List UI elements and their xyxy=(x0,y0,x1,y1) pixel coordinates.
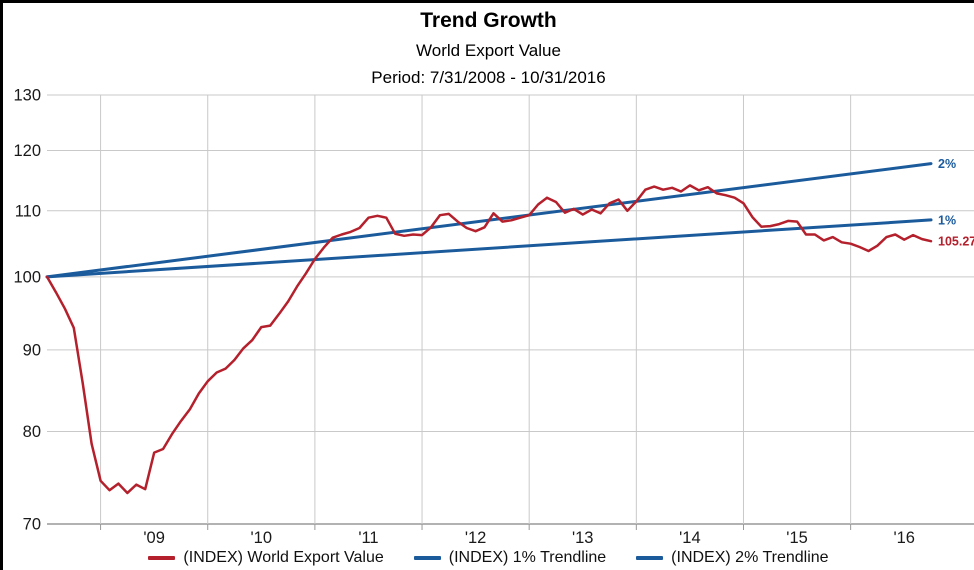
chart-title: Trend Growth xyxy=(420,9,557,32)
blue-line-swatch-icon xyxy=(636,556,664,560)
chart-period-label: Period: 7/31/2008 - 10/31/2016 xyxy=(371,68,606,87)
x-tick-label: '15 xyxy=(786,529,808,547)
world-export-value-line xyxy=(45,184,933,495)
y-tick-label: 120 xyxy=(13,142,41,160)
blue-line-swatch-icon xyxy=(413,556,441,560)
x-tick-label: '11 xyxy=(358,529,378,547)
trendline-end-label: 2% xyxy=(938,157,956,171)
x-tick-label: '13 xyxy=(572,529,594,547)
legend: (INDEX) World Export Value (INDEX) 1% Tr… xyxy=(3,549,974,567)
y-tick-label: 130 xyxy=(13,87,41,105)
chart-subtitle: World Export Value xyxy=(416,41,561,60)
legend-label: (INDEX) World Export Value xyxy=(183,549,384,566)
trendline-end-label: 1% xyxy=(938,213,956,227)
legend-item-2pct-trendline: (INDEX) 2% Trendline xyxy=(636,549,829,567)
chart-header: Trend Growth World Export Value Period: … xyxy=(3,3,974,88)
legend-item-world-export-value: (INDEX) World Export Value xyxy=(148,549,384,567)
red-line-swatch-icon xyxy=(148,556,176,560)
trendline-1pct xyxy=(45,218,933,279)
legend-label: (INDEX) 1% Trendline xyxy=(448,549,607,566)
legend-item-1pct-trendline: (INDEX) 1% Trendline xyxy=(413,549,607,567)
x-tick-label: '14 xyxy=(679,529,701,547)
series-end-value-label: 105.27 xyxy=(938,235,974,249)
y-tick-label: 110 xyxy=(15,202,41,220)
plot-area: 70 80 90 100 110 120 130 '09 '10 '11 '12 '13 '14 '15 '… xyxy=(13,87,974,547)
legend-label: (INDEX) 2% Trendline xyxy=(671,549,829,566)
x-tick-label: '10 xyxy=(251,529,273,547)
y-tick-label: 80 xyxy=(23,423,41,441)
x-tick-label: '09 xyxy=(143,529,165,547)
x-tick-label: '16 xyxy=(893,529,915,547)
y-tick-label: 70 xyxy=(23,516,41,534)
y-tick-label: 90 xyxy=(23,341,41,359)
y-tick-label: 100 xyxy=(13,268,41,286)
x-tick-label: '12 xyxy=(465,529,487,547)
